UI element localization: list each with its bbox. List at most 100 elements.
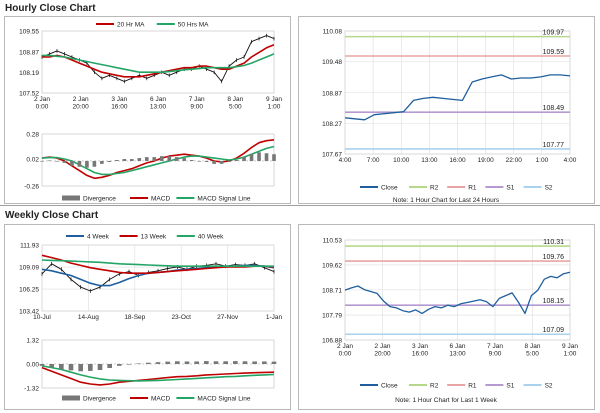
hourly_close-y-tick-label: 109.48 <box>322 59 342 66</box>
hourly-right-panel <box>298 16 595 204</box>
hourly_macd-divergence-bar <box>219 160 224 164</box>
hourly_close-x-tick-label: 13:00 <box>421 157 438 164</box>
weekly-close-note: Note: 1 Hour Chart for Last 1 Week <box>395 397 498 404</box>
hourly_price-x-tick-label: 8 Jan <box>227 96 243 103</box>
hourly-section-title: Hourly Close Chart <box>5 3 96 14</box>
weekly_macd-divergence-bar <box>242 361 248 364</box>
weekly_close-x-tick-label: 9:00 <box>489 351 502 358</box>
section-divider <box>0 205 600 206</box>
hourly_macd-divergence-bar <box>257 152 261 161</box>
weekly_close-x-tick-label: 8 Jan <box>525 343 541 350</box>
weekly_macd-y-tick-label: 0.00 <box>26 362 39 369</box>
hourly_macd-divergence-bar <box>152 157 157 161</box>
weekly_macd-divergence-bar <box>117 364 122 366</box>
hourly_close-x-tick-label: 7:00 <box>367 157 380 164</box>
weekly_close-level-label-r1: 109.76 <box>543 254 565 261</box>
hourly_macd-y-tick-label: 0.02 <box>26 157 39 164</box>
weekly_close-y-tick-label: 109.62 <box>322 262 342 269</box>
hourly_price-y-tick-label: 108.19 <box>19 70 39 77</box>
hourly_price-x-tick-label: 16:00 <box>111 104 128 111</box>
hourly_price-y-tick-label: 108.87 <box>19 49 39 56</box>
weekly_close-legend-label: R2 <box>430 383 439 390</box>
weekly_macd-divergence-bar <box>204 361 209 364</box>
weekly_macd-series-macd <box>41 366 275 386</box>
weekly_close-legend-label: Close <box>381 383 398 390</box>
weekly_macd-series-macd-signal-line <box>41 365 275 382</box>
hourly_price-x-tick-label: 2 Jan <box>34 96 50 103</box>
hourly_macd-legend-label: MACD <box>151 196 170 203</box>
hourly_close-legend-label: Close <box>381 185 398 192</box>
weekly_macd-divergence-bar <box>252 361 257 364</box>
weekly_price-legend-label: 13 Week <box>141 234 167 241</box>
weekly_macd-legend-label: Divergence <box>83 396 116 403</box>
hourly_macd-divergence-bar <box>62 160 67 163</box>
weekly_close-x-tick-label: 9 Jan <box>562 343 578 350</box>
hourly_close-level-label-r2: 109.97 <box>543 30 565 37</box>
weekly-right-panel <box>298 224 595 410</box>
hourly_close-level-label-r1: 109.59 <box>543 49 565 56</box>
hourly_macd-divergence-bar <box>137 158 142 161</box>
hourly-close-note: Note: 1 Hour Chart for Last 24 Hours <box>393 197 500 204</box>
weekly_macd-divergence-bar <box>194 361 199 364</box>
hourly_close-legend-label: R2 <box>430 185 439 192</box>
hourly_price-legend-label: 20 Hr MA <box>117 22 145 29</box>
hourly_price-x-tick-label: 6 Jan <box>150 96 166 103</box>
weekly_close-x-tick-label: 2 Jan <box>337 343 353 350</box>
hourly-left-panel <box>4 16 291 204</box>
hourly_macd-divergence-bar <box>40 160 44 162</box>
hourly_close-legend-label: R1 <box>468 185 477 192</box>
weekly_close-legend-label: R1 <box>468 383 477 390</box>
weekly_close-series-close <box>344 271 571 315</box>
hourly_price-x-tick-label: 5:00 <box>229 104 242 111</box>
weekly_price-y-tick-label: 109.09 <box>19 265 39 272</box>
hourly_close-level-label-s1: 108.49 <box>543 105 565 112</box>
hourly_macd-series-macd-signal-line <box>41 145 275 176</box>
hourly_close-x-tick-label: 19:00 <box>477 157 494 164</box>
hourly_macd-divergence-bar <box>70 160 74 166</box>
hourly_macd-divergence-bar <box>159 156 164 161</box>
hourly_macd-divergence-bar <box>115 160 119 161</box>
hourly_close-legend-label: S2 <box>545 185 553 192</box>
hourly_price-series-50-hrs-ma <box>42 53 275 73</box>
weekly_close-level-label-s2: 107.09 <box>543 327 565 334</box>
weekly_macd-legend-swatch <box>62 395 80 401</box>
hourly_macd-divergence-bar <box>122 159 127 161</box>
hourly_macd-divergence-bar <box>212 160 216 164</box>
weekly_close-y-tick-label: 110.53 <box>323 238 343 245</box>
hourly_macd-divergence-bar <box>242 157 246 161</box>
weekly_close-x-tick-label: 16:00 <box>412 351 429 358</box>
weekly_close-legend-label: S2 <box>545 383 553 390</box>
weekly_macd-divergence-bar <box>233 361 238 364</box>
hourly_macd-divergence-bar <box>107 160 112 162</box>
hourly_price-x-tick-label: 9 Jan <box>266 96 282 103</box>
weekly_macd-divergence-bar <box>213 361 219 364</box>
hourly_macd-divergence-bar <box>144 157 149 161</box>
hourly_macd-legend-swatch <box>62 195 80 201</box>
weekly_macd-divergence-bar <box>146 362 151 364</box>
hourly_close-x-tick-label: 16:00 <box>449 157 466 164</box>
weekly_price-x-tick-label: 23-Oct <box>171 314 191 321</box>
weekly_macd-divergence-bar <box>155 362 161 364</box>
hourly_price-x-tick-label: 3 Jan <box>111 96 127 103</box>
hourly_close-y-tick-label: 110.08 <box>323 29 343 36</box>
hourly_close-x-tick-label: 22:00 <box>506 157 523 164</box>
hourly_macd-divergence-bar <box>197 160 201 162</box>
weekly_close-legend-label: S1 <box>506 383 514 390</box>
weekly_price-y-tick-label: 111.93 <box>20 243 39 250</box>
weekly_macd-divergence-bar <box>126 364 132 365</box>
hourly_macd-divergence-bar <box>100 160 104 164</box>
hourly_macd-divergence-bar <box>167 156 172 161</box>
weekly_macd-divergence-bar <box>175 361 180 364</box>
weekly_close-x-tick-label: 0:00 <box>339 351 352 358</box>
weekly_macd-divergence-bar <box>136 363 141 365</box>
hourly_price-x-tick-label: 13:00 <box>150 104 167 111</box>
weekly_price-x-tick-label: 14-Aug <box>78 314 99 321</box>
weekly_price-x-tick-label: 18-Sep <box>124 314 145 321</box>
weekly_price-x-tick-label: 10-Jul <box>33 314 51 321</box>
hourly_close-legend-label: S1 <box>506 185 514 192</box>
weekly_macd-divergence-bar <box>107 364 112 368</box>
hourly_price-plot-area <box>41 30 275 94</box>
weekly_close-y-tick-label: 107.79 <box>322 313 342 320</box>
hourly_macd-divergence-bar <box>47 160 52 162</box>
